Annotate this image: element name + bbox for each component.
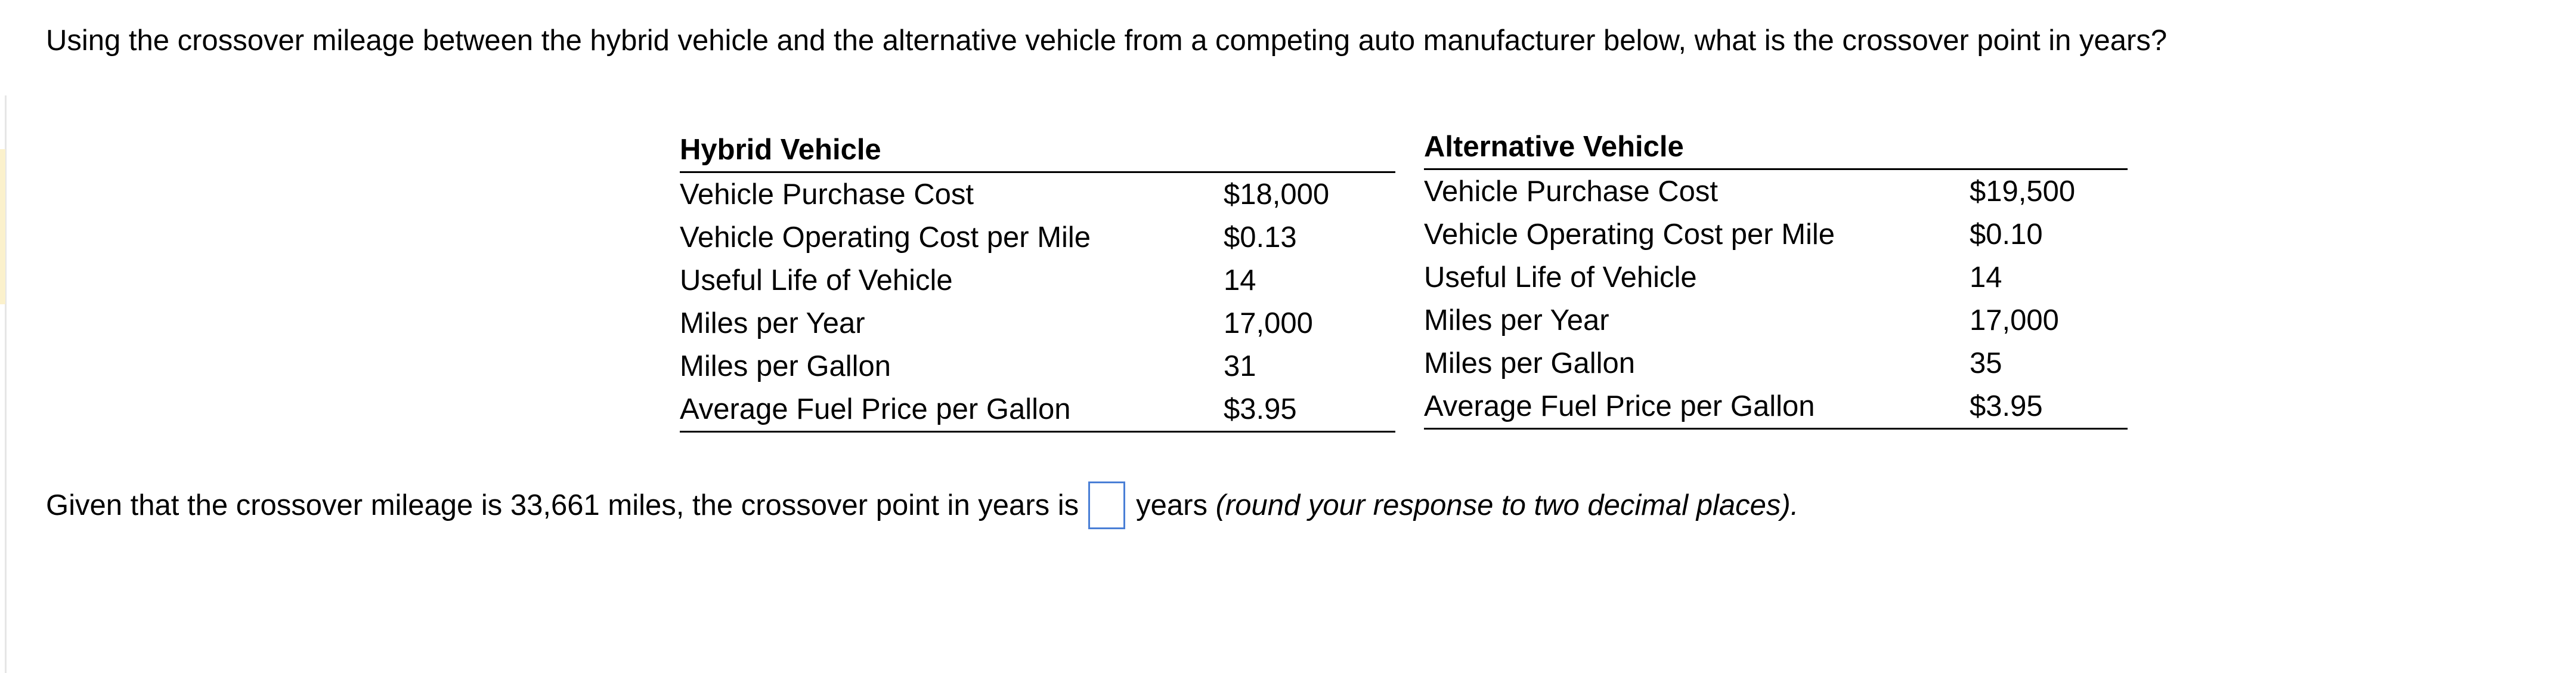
left-highlight-marker <box>0 149 5 304</box>
row-label: Average Fuel Price per Gallon <box>1424 390 1815 422</box>
table-row: Vehicle Operating Cost per Mile $0.13 <box>680 216 1395 259</box>
question-text: Using the crossover mileage between the … <box>46 24 2168 57</box>
row-label: Vehicle Purchase Cost <box>1424 175 1718 208</box>
row-label: Average Fuel Price per Gallon <box>680 393 1071 425</box>
table-row: Vehicle Purchase Cost $18,000 <box>680 173 1395 216</box>
alternative-table-title: Alternative Vehicle <box>1424 125 2128 170</box>
table-row: Vehicle Operating Cost per Mile $0.10 <box>1424 213 2128 256</box>
table-row: Miles per Gallon 35 <box>1424 342 2128 385</box>
row-value: 17,000 <box>1224 307 1313 339</box>
rounding-hint: (round your response to two decimal plac… <box>1215 489 1799 521</box>
row-label: Useful Life of Vehicle <box>1424 261 1697 294</box>
answer-sentence: Given that the crossover mileage is 33,6… <box>46 481 1798 529</box>
row-value: 14 <box>1970 261 2002 294</box>
row-value: $3.95 <box>1970 390 2043 422</box>
row-value: $18,000 <box>1224 178 1330 211</box>
table-row: Miles per Year 17,000 <box>680 302 1395 345</box>
row-label: Miles per Gallon <box>680 350 891 382</box>
row-label: Useful Life of Vehicle <box>680 264 953 297</box>
row-value: $0.13 <box>1224 221 1297 254</box>
table-row: Useful Life of Vehicle 14 <box>680 259 1395 302</box>
row-label: Miles per Year <box>680 307 865 339</box>
table-row: Miles per Year 17,000 <box>1424 299 2128 342</box>
row-value: 17,000 <box>1970 304 2059 336</box>
answer-input[interactable] <box>1088 481 1126 529</box>
alternative-vehicle-table: Alternative Vehicle Vehicle Purchase Cos… <box>1424 125 2128 430</box>
row-value: $19,500 <box>1970 175 2076 208</box>
row-label: Vehicle Operating Cost per Mile <box>680 221 1091 254</box>
table-row: Vehicle Purchase Cost $19,500 <box>1424 170 2128 213</box>
row-value: 14 <box>1224 264 1256 297</box>
row-value: $0.10 <box>1970 218 2043 251</box>
row-value: $3.95 <box>1224 393 1297 425</box>
alternative-table-rows: Vehicle Purchase Cost $19,500 Vehicle Op… <box>1424 170 2128 430</box>
hybrid-vehicle-table: Hybrid Vehicle Vehicle Purchase Cost $18… <box>680 128 1395 433</box>
table-row: Average Fuel Price per Gallon $3.95 <box>1424 385 2128 428</box>
hybrid-table-title: Hybrid Vehicle <box>680 128 1395 173</box>
hybrid-table-rows: Vehicle Purchase Cost $18,000 Vehicle Op… <box>680 173 1395 433</box>
row-label: Miles per Year <box>1424 304 1609 336</box>
answer-unit: years <box>1136 489 1208 521</box>
row-label: Vehicle Operating Cost per Mile <box>1424 218 1835 251</box>
left-margin-rule <box>5 95 7 673</box>
row-value: 35 <box>1970 347 2002 379</box>
row-value: 31 <box>1224 350 1256 382</box>
table-row: Miles per Gallon 31 <box>680 345 1395 388</box>
row-label: Vehicle Purchase Cost <box>680 178 974 211</box>
table-row: Useful Life of Vehicle 14 <box>1424 256 2128 299</box>
table-row: Average Fuel Price per Gallon $3.95 <box>680 388 1395 431</box>
row-label: Miles per Gallon <box>1424 347 1636 379</box>
answer-prefix: Given that the crossover mileage is 33,6… <box>46 489 1079 521</box>
